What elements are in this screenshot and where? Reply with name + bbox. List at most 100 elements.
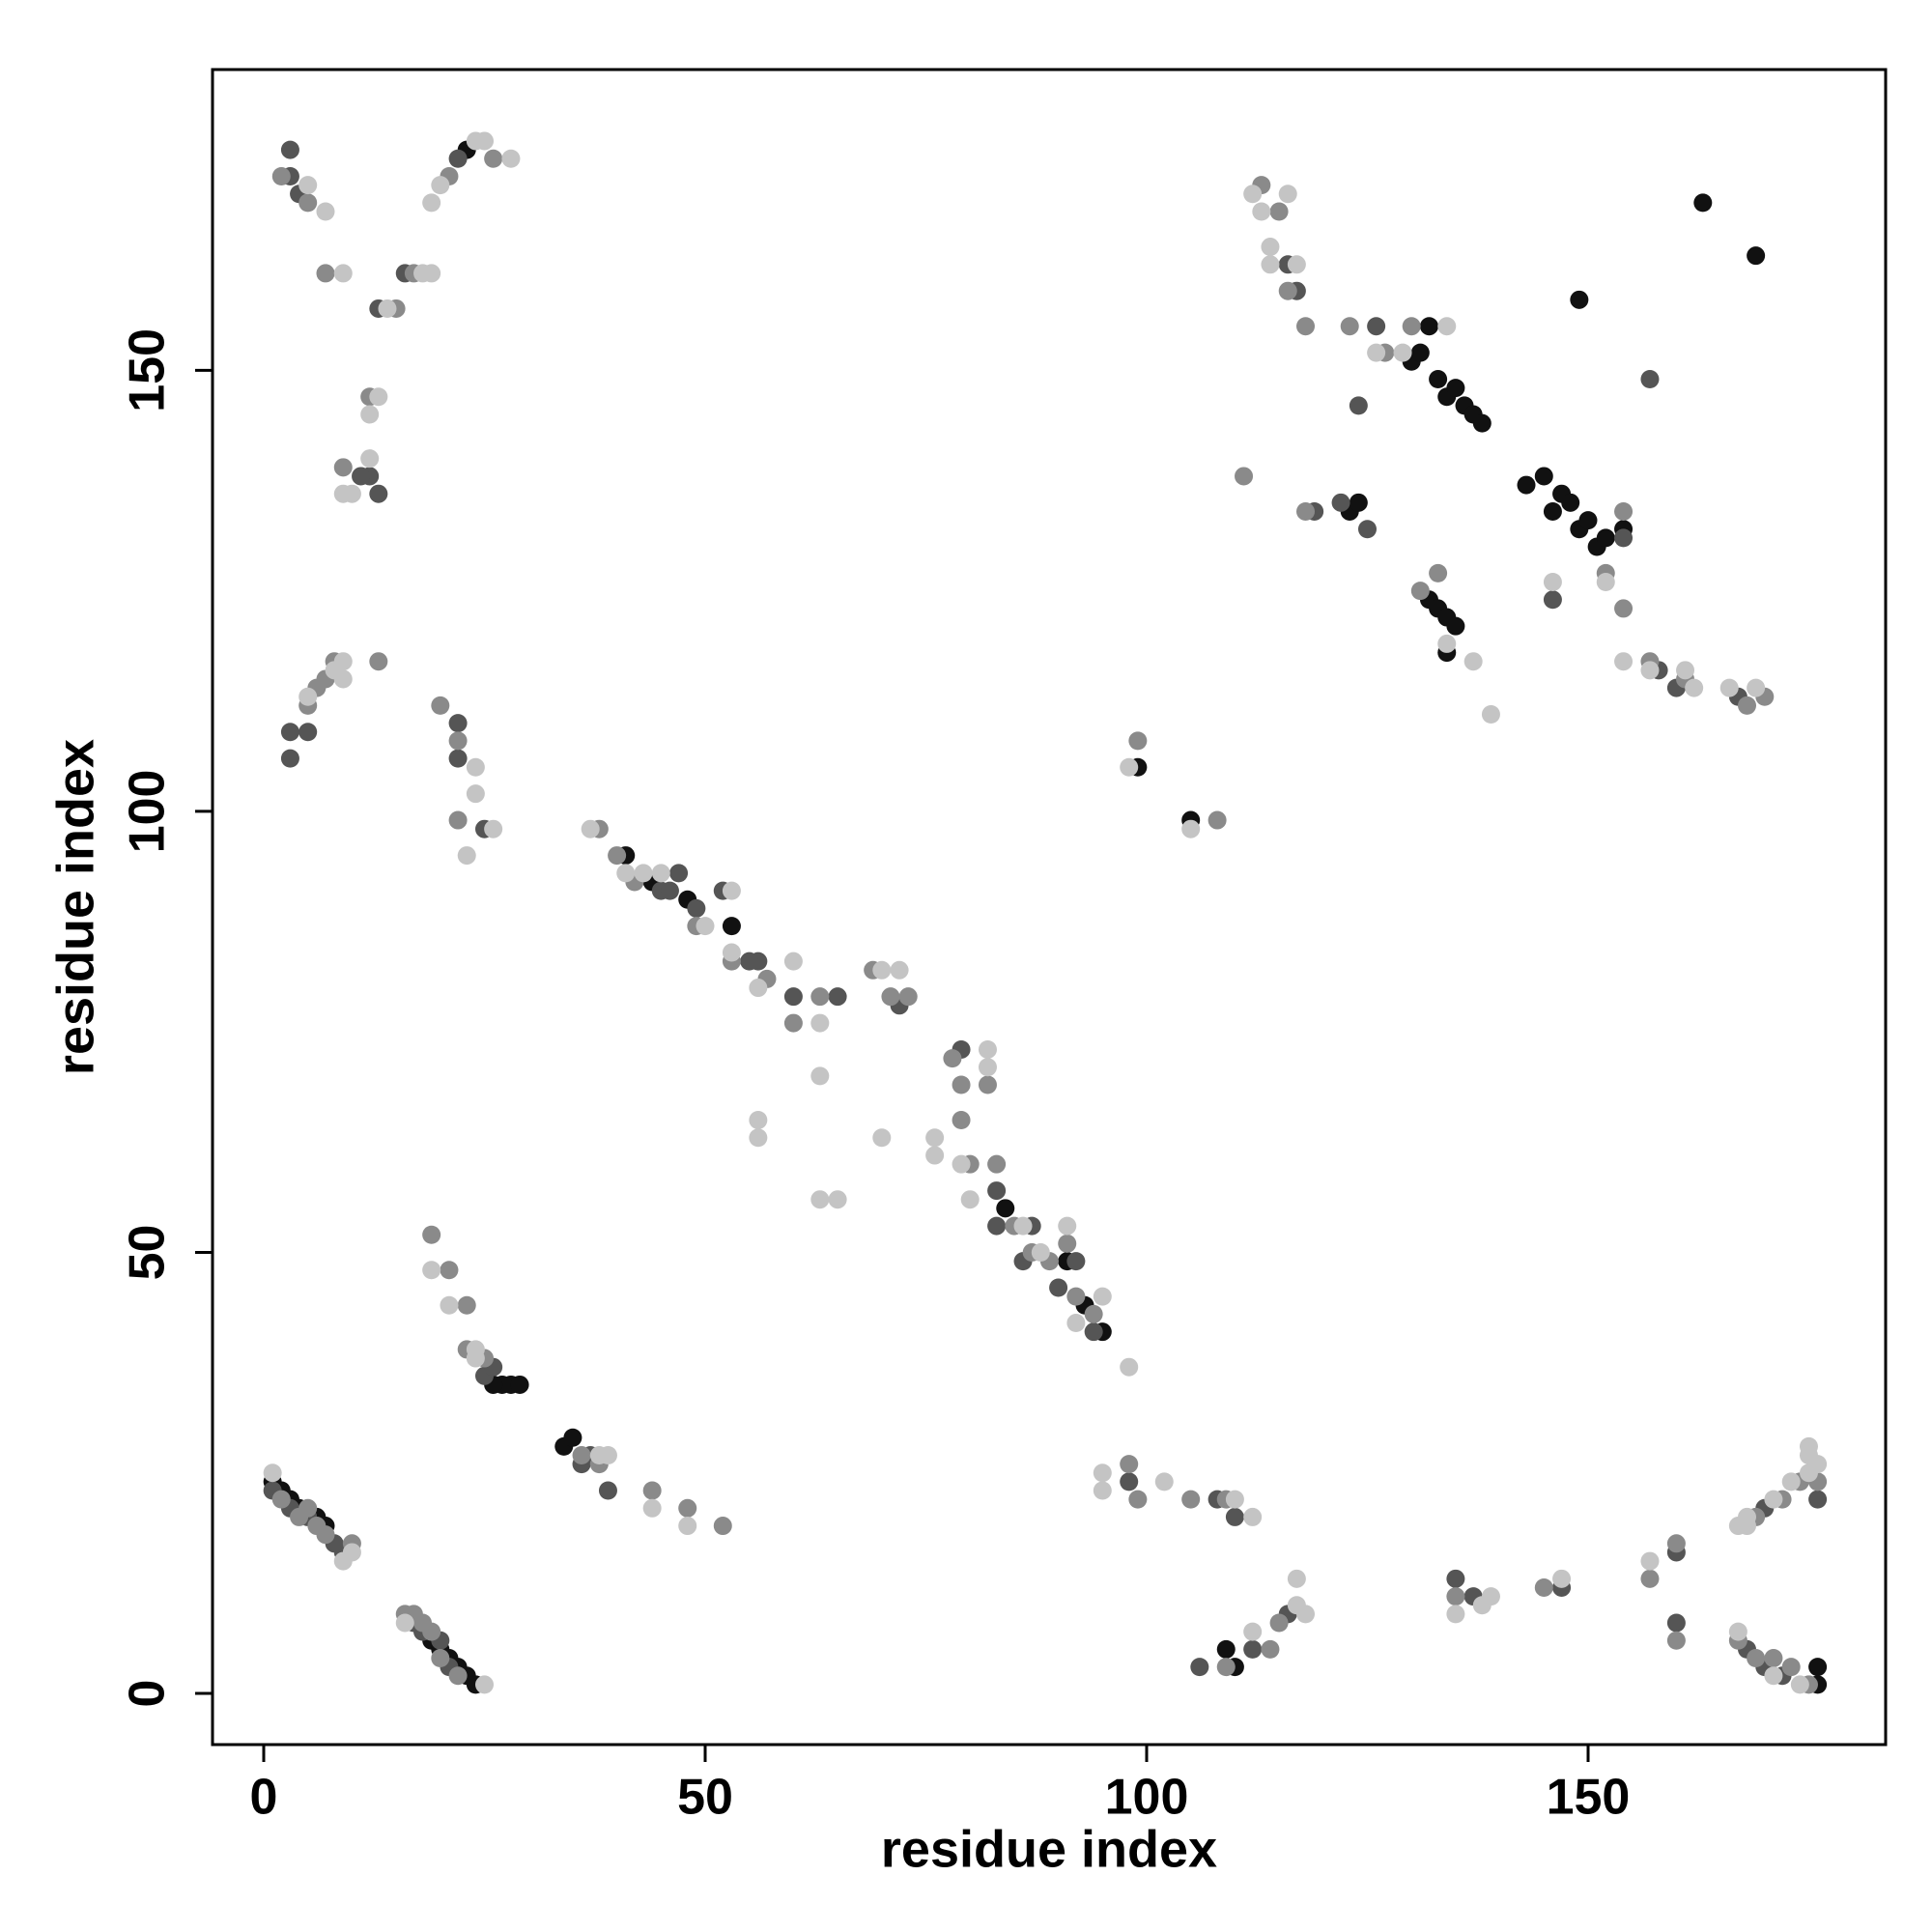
contact-point: [563, 1428, 582, 1447]
contact-point: [616, 864, 636, 883]
contact-point: [1066, 1252, 1086, 1271]
contact-point: [448, 749, 468, 768]
contact-point: [298, 1498, 318, 1518]
contact-point: [1243, 1507, 1263, 1526]
contact-point: [1190, 1658, 1209, 1677]
contact-point: [298, 193, 318, 213]
contact-point: [1269, 1613, 1289, 1633]
contact-point: [660, 881, 679, 900]
contact-point: [1261, 1639, 1280, 1659]
contact-point: [987, 1181, 1007, 1201]
contact-point: [810, 1013, 830, 1033]
contact-point: [298, 687, 318, 706]
contact-point: [1296, 317, 1316, 336]
contact-point: [1764, 1490, 1783, 1509]
contact-point: [1561, 493, 1580, 512]
contact-point: [475, 1675, 495, 1694]
contact-point: [422, 1622, 441, 1641]
contact-point: [422, 1225, 441, 1244]
contact-point: [369, 484, 388, 503]
contact-point: [1614, 501, 1634, 521]
contact-point: [1728, 1622, 1747, 1641]
contact-point: [978, 1075, 997, 1094]
contact-point: [1120, 1455, 1139, 1474]
contact-point: [1402, 317, 1421, 336]
contact-point: [898, 987, 918, 1007]
contact-point: [352, 467, 371, 486]
contact-point: [1296, 501, 1316, 521]
contact-point: [369, 387, 388, 407]
contact-point: [501, 149, 521, 168]
contact-point: [634, 864, 653, 883]
contact-point: [722, 917, 741, 936]
contact-point: [978, 1058, 997, 1077]
contact-point: [1666, 1613, 1686, 1633]
contact-point: [722, 881, 741, 900]
contact-point: [342, 1543, 361, 1562]
contact-point: [1287, 255, 1306, 274]
contact-point: [1093, 1287, 1112, 1306]
contact-point: [783, 987, 803, 1007]
contact-point: [1243, 1622, 1263, 1641]
contact-point: [1446, 616, 1465, 636]
contact-point: [1410, 582, 1430, 601]
contact-point: [881, 987, 900, 1007]
contact-point: [783, 952, 803, 971]
contact-point: [1084, 1304, 1103, 1323]
contact-point: [333, 652, 353, 671]
contact-point: [1437, 317, 1457, 336]
contact-point: [1685, 678, 1704, 697]
contact-point: [1120, 1357, 1139, 1377]
contact-point: [1049, 1278, 1068, 1297]
contact-point: [952, 1154, 971, 1174]
contact-point: [448, 1666, 468, 1686]
contact-point: [1128, 731, 1148, 751]
contact-point: [1261, 255, 1280, 274]
contact-point: [1578, 511, 1598, 530]
contact-point: [810, 1190, 830, 1209]
x-axis-label: residue index: [881, 1820, 1217, 1878]
contact-point: [1543, 501, 1562, 521]
contact-point: [1738, 696, 1757, 715]
contact-point: [1640, 1569, 1660, 1588]
contact-point: [1738, 1507, 1757, 1526]
contact-point: [360, 405, 380, 424]
x-tick-label: 0: [250, 1770, 278, 1826]
contact-point: [1799, 1436, 1818, 1456]
contact-point: [952, 1075, 971, 1094]
contact-point: [925, 1128, 945, 1148]
contact-point: [1243, 1639, 1263, 1659]
contact-point: [1781, 1472, 1801, 1492]
contact-point: [1517, 475, 1536, 495]
contact-point: [457, 1295, 476, 1315]
contact-point: [581, 819, 600, 838]
contact-point: [1154, 1472, 1174, 1492]
contact-point: [333, 484, 353, 503]
contact-point: [1543, 590, 1562, 610]
contact-point: [1278, 281, 1297, 300]
contact-point: [1693, 193, 1713, 213]
contact-point: [440, 1295, 459, 1315]
contact-point: [280, 749, 299, 768]
contact-point: [1296, 1605, 1316, 1624]
contact-point: [484, 819, 503, 838]
contact-point: [810, 987, 830, 1007]
contact-point: [828, 987, 847, 1007]
contact-point: [1120, 1472, 1139, 1492]
contact-point: [872, 960, 892, 980]
contact-point: [1235, 467, 1254, 486]
contact-point: [1808, 1455, 1828, 1474]
x-tick-label: 50: [677, 1770, 733, 1826]
contact-point: [1543, 573, 1562, 592]
contact-point: [1331, 493, 1350, 512]
contact-point: [440, 1261, 459, 1280]
contact-point: [1093, 1481, 1112, 1500]
contact-point: [1066, 1314, 1086, 1333]
contact-point: [1747, 1649, 1766, 1668]
contact-point: [696, 917, 715, 936]
contact-point: [1781, 1658, 1801, 1677]
contact-point: [395, 1613, 414, 1633]
contact-point: [263, 1463, 282, 1483]
